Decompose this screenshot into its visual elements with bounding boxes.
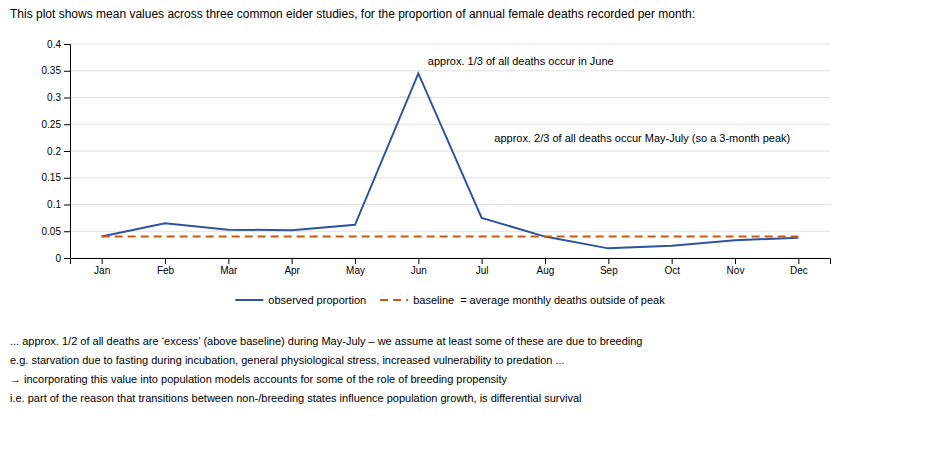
y-tick-mark xyxy=(64,258,70,259)
x-axis-line xyxy=(71,259,831,265)
series-line xyxy=(102,73,799,248)
legend-swatch xyxy=(235,299,263,301)
y-tick-mark xyxy=(64,205,70,206)
x-tick: Dec xyxy=(790,258,808,276)
y-axis-line xyxy=(64,45,71,259)
grid-line xyxy=(70,70,830,71)
y-tick-mark xyxy=(64,124,70,125)
y-tick: 0.35 xyxy=(42,65,70,76)
grid-line xyxy=(70,97,830,98)
x-tick-label: Feb xyxy=(157,265,175,276)
footnote: ... approx. 1/2 of all deaths are ‘exces… xyxy=(10,335,642,347)
y-tick-label: 0.05 xyxy=(42,226,62,237)
footnote: → incorporating this value into populati… xyxy=(10,373,508,385)
x-tick-mark xyxy=(482,258,483,264)
x-tick: Nov xyxy=(727,258,745,276)
grid-line xyxy=(70,204,830,205)
grid xyxy=(70,44,830,258)
y-tick: 0 xyxy=(55,253,70,264)
x-tick: Jun xyxy=(411,258,427,276)
x-tick-label: Sep xyxy=(600,265,618,276)
x-tick-mark xyxy=(735,258,736,264)
y-tick: 0.4 xyxy=(47,39,70,50)
annotation: approx. 2/3 of all deaths occur May-July… xyxy=(494,132,790,144)
x-tick-label: May xyxy=(346,265,365,276)
y-axis: 0 0.05 0.1 0.15 0.2 0.25 0.3 0.35 0.4 xyxy=(42,39,71,264)
legend: observed proportion baseline = average mon… xyxy=(235,294,665,306)
y-tick: 0.25 xyxy=(42,119,70,130)
x-tick: Apr xyxy=(284,258,300,276)
annotation: approx. 1/3 of all deaths occur in June xyxy=(428,55,614,67)
y-tick-label: 0.1 xyxy=(47,199,61,210)
x-tick: Oct xyxy=(664,258,680,276)
x-tick-mark xyxy=(608,258,609,264)
legend-label: observed proportion xyxy=(268,294,366,306)
y-tick: 0.1 xyxy=(47,199,70,210)
grid-line xyxy=(70,44,830,45)
grid-line xyxy=(70,231,830,232)
x-tick: Mar xyxy=(220,258,238,276)
y-tick-mark xyxy=(64,231,70,232)
x-axis: Jan Feb Mar Apr May Jun Jul Aug Sep Oct Nov Dec xyxy=(71,258,831,276)
legend-swatch xyxy=(380,299,408,301)
plot-area: 0 0.05 0.1 0.15 0.2 0.25 0.3 0.35 0.4 Jan Feb Mar Ap… xyxy=(42,39,831,276)
grid-line xyxy=(70,124,830,125)
y-tick-mark xyxy=(64,178,70,179)
x-tick: Sep xyxy=(600,258,618,276)
x-tick-label: Nov xyxy=(727,265,745,276)
legend-label: baseline xyxy=(413,294,454,306)
chart: This plot shows mean values across three… xyxy=(0,0,947,450)
y-tick-label: 0.25 xyxy=(42,119,62,130)
x-tick-label: Jul xyxy=(476,265,489,276)
grid-line xyxy=(70,177,830,178)
x-tick-mark xyxy=(672,258,673,264)
x-tick-mark xyxy=(798,258,799,264)
legend-item: baseline xyxy=(380,294,454,306)
y-tick-label: 0.4 xyxy=(47,39,61,50)
series-group xyxy=(102,73,799,248)
x-tick-label: Apr xyxy=(284,265,300,276)
series-inner xyxy=(102,73,799,248)
x-tick-mark xyxy=(355,258,356,264)
x-tick-label: Jan xyxy=(94,265,110,276)
x-tick-label: Aug xyxy=(537,265,555,276)
x-tick-label: Mar xyxy=(220,265,238,276)
y-tick: 0.05 xyxy=(42,226,70,237)
y-tick-label: 0 xyxy=(55,253,61,264)
title: This plot shows mean values across three… xyxy=(10,7,695,21)
x-tick-mark xyxy=(165,258,166,264)
footnote: e.g. starvation due to fasting during in… xyxy=(10,354,565,366)
y-tick-label: 0.3 xyxy=(47,92,61,103)
y-tick-label: 0.15 xyxy=(42,172,62,183)
x-tick-mark xyxy=(418,258,419,264)
legend-item: observed proportion xyxy=(235,294,366,306)
y-tick: 0.2 xyxy=(47,146,70,157)
x-tick: Jan xyxy=(94,258,110,276)
footnote: i.e. part of the reason that transitions… xyxy=(10,392,582,404)
x-tick-mark xyxy=(102,258,103,264)
y-tick-mark xyxy=(64,71,70,72)
y-tick: 0.15 xyxy=(42,172,70,183)
y-tick-label: 0.2 xyxy=(47,146,61,157)
legend-note: = average monthly deaths outside of peak xyxy=(460,294,665,306)
series-line xyxy=(102,236,799,238)
x-tick-label: Jun xyxy=(411,265,427,276)
y-tick-mark xyxy=(64,151,70,152)
y-tick: 0.3 xyxy=(47,92,70,103)
x-tick: May xyxy=(346,258,365,276)
x-tick-label: Oct xyxy=(664,265,680,276)
x-tick-mark xyxy=(545,258,546,264)
x-tick-mark xyxy=(292,258,293,264)
x-tick-label: Dec xyxy=(790,265,808,276)
y-tick-mark xyxy=(64,44,70,45)
y-tick-label: 0.35 xyxy=(42,65,62,76)
x-tick-mark xyxy=(228,258,229,264)
x-tick: Jul xyxy=(476,258,489,276)
y-tick-mark xyxy=(64,98,70,99)
x-tick: Feb xyxy=(157,258,175,276)
x-tick: Aug xyxy=(537,258,555,276)
grid-line xyxy=(70,151,830,152)
